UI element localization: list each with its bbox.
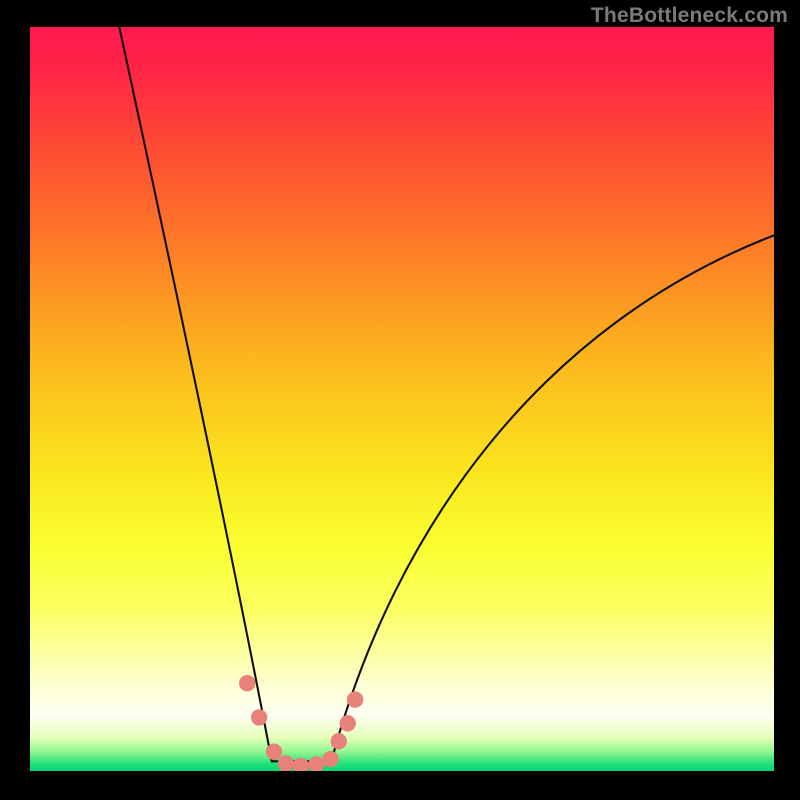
- marker-point: [322, 751, 338, 767]
- marker-point: [339, 715, 355, 731]
- marker-point: [266, 743, 282, 759]
- marker-point: [331, 733, 347, 749]
- watermark-text: TheBottleneck.com: [591, 4, 788, 28]
- marker-point: [251, 709, 267, 725]
- gradient-background: [30, 27, 774, 771]
- plot-area: [30, 27, 774, 771]
- figure-root: TheBottleneck.com: [0, 0, 800, 800]
- marker-point: [239, 675, 255, 691]
- marker-point: [278, 755, 294, 771]
- marker-point: [347, 691, 363, 707]
